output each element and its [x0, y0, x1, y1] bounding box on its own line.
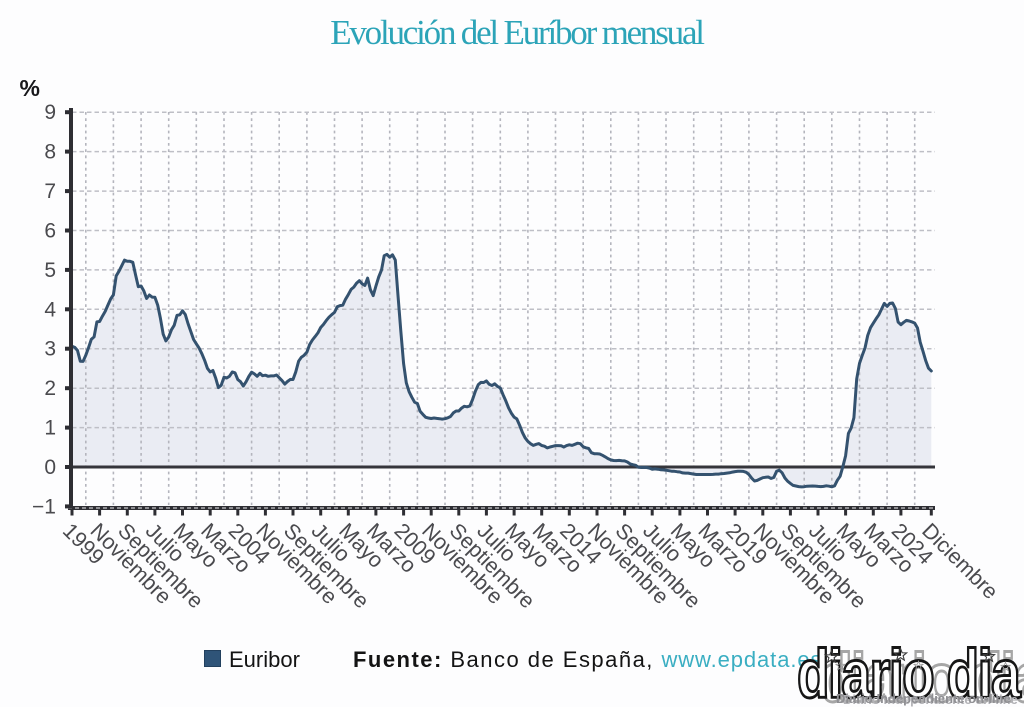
svg-text:0: 0	[44, 456, 56, 479]
svg-text:%: %	[20, 75, 40, 101]
svg-text:3: 3	[44, 338, 56, 361]
svg-text:−1: −1	[32, 495, 56, 518]
svg-text:5: 5	[44, 259, 56, 282]
svg-text:6: 6	[44, 220, 56, 243]
svg-text:8: 8	[44, 141, 56, 164]
svg-text:2: 2	[44, 377, 56, 400]
svg-text:1: 1	[44, 417, 56, 440]
svg-text:Diciembre: Diciembre	[917, 519, 1002, 604]
svg-text:4: 4	[44, 298, 56, 321]
svg-text:9: 9	[44, 101, 56, 124]
svg-text:7: 7	[44, 180, 56, 203]
